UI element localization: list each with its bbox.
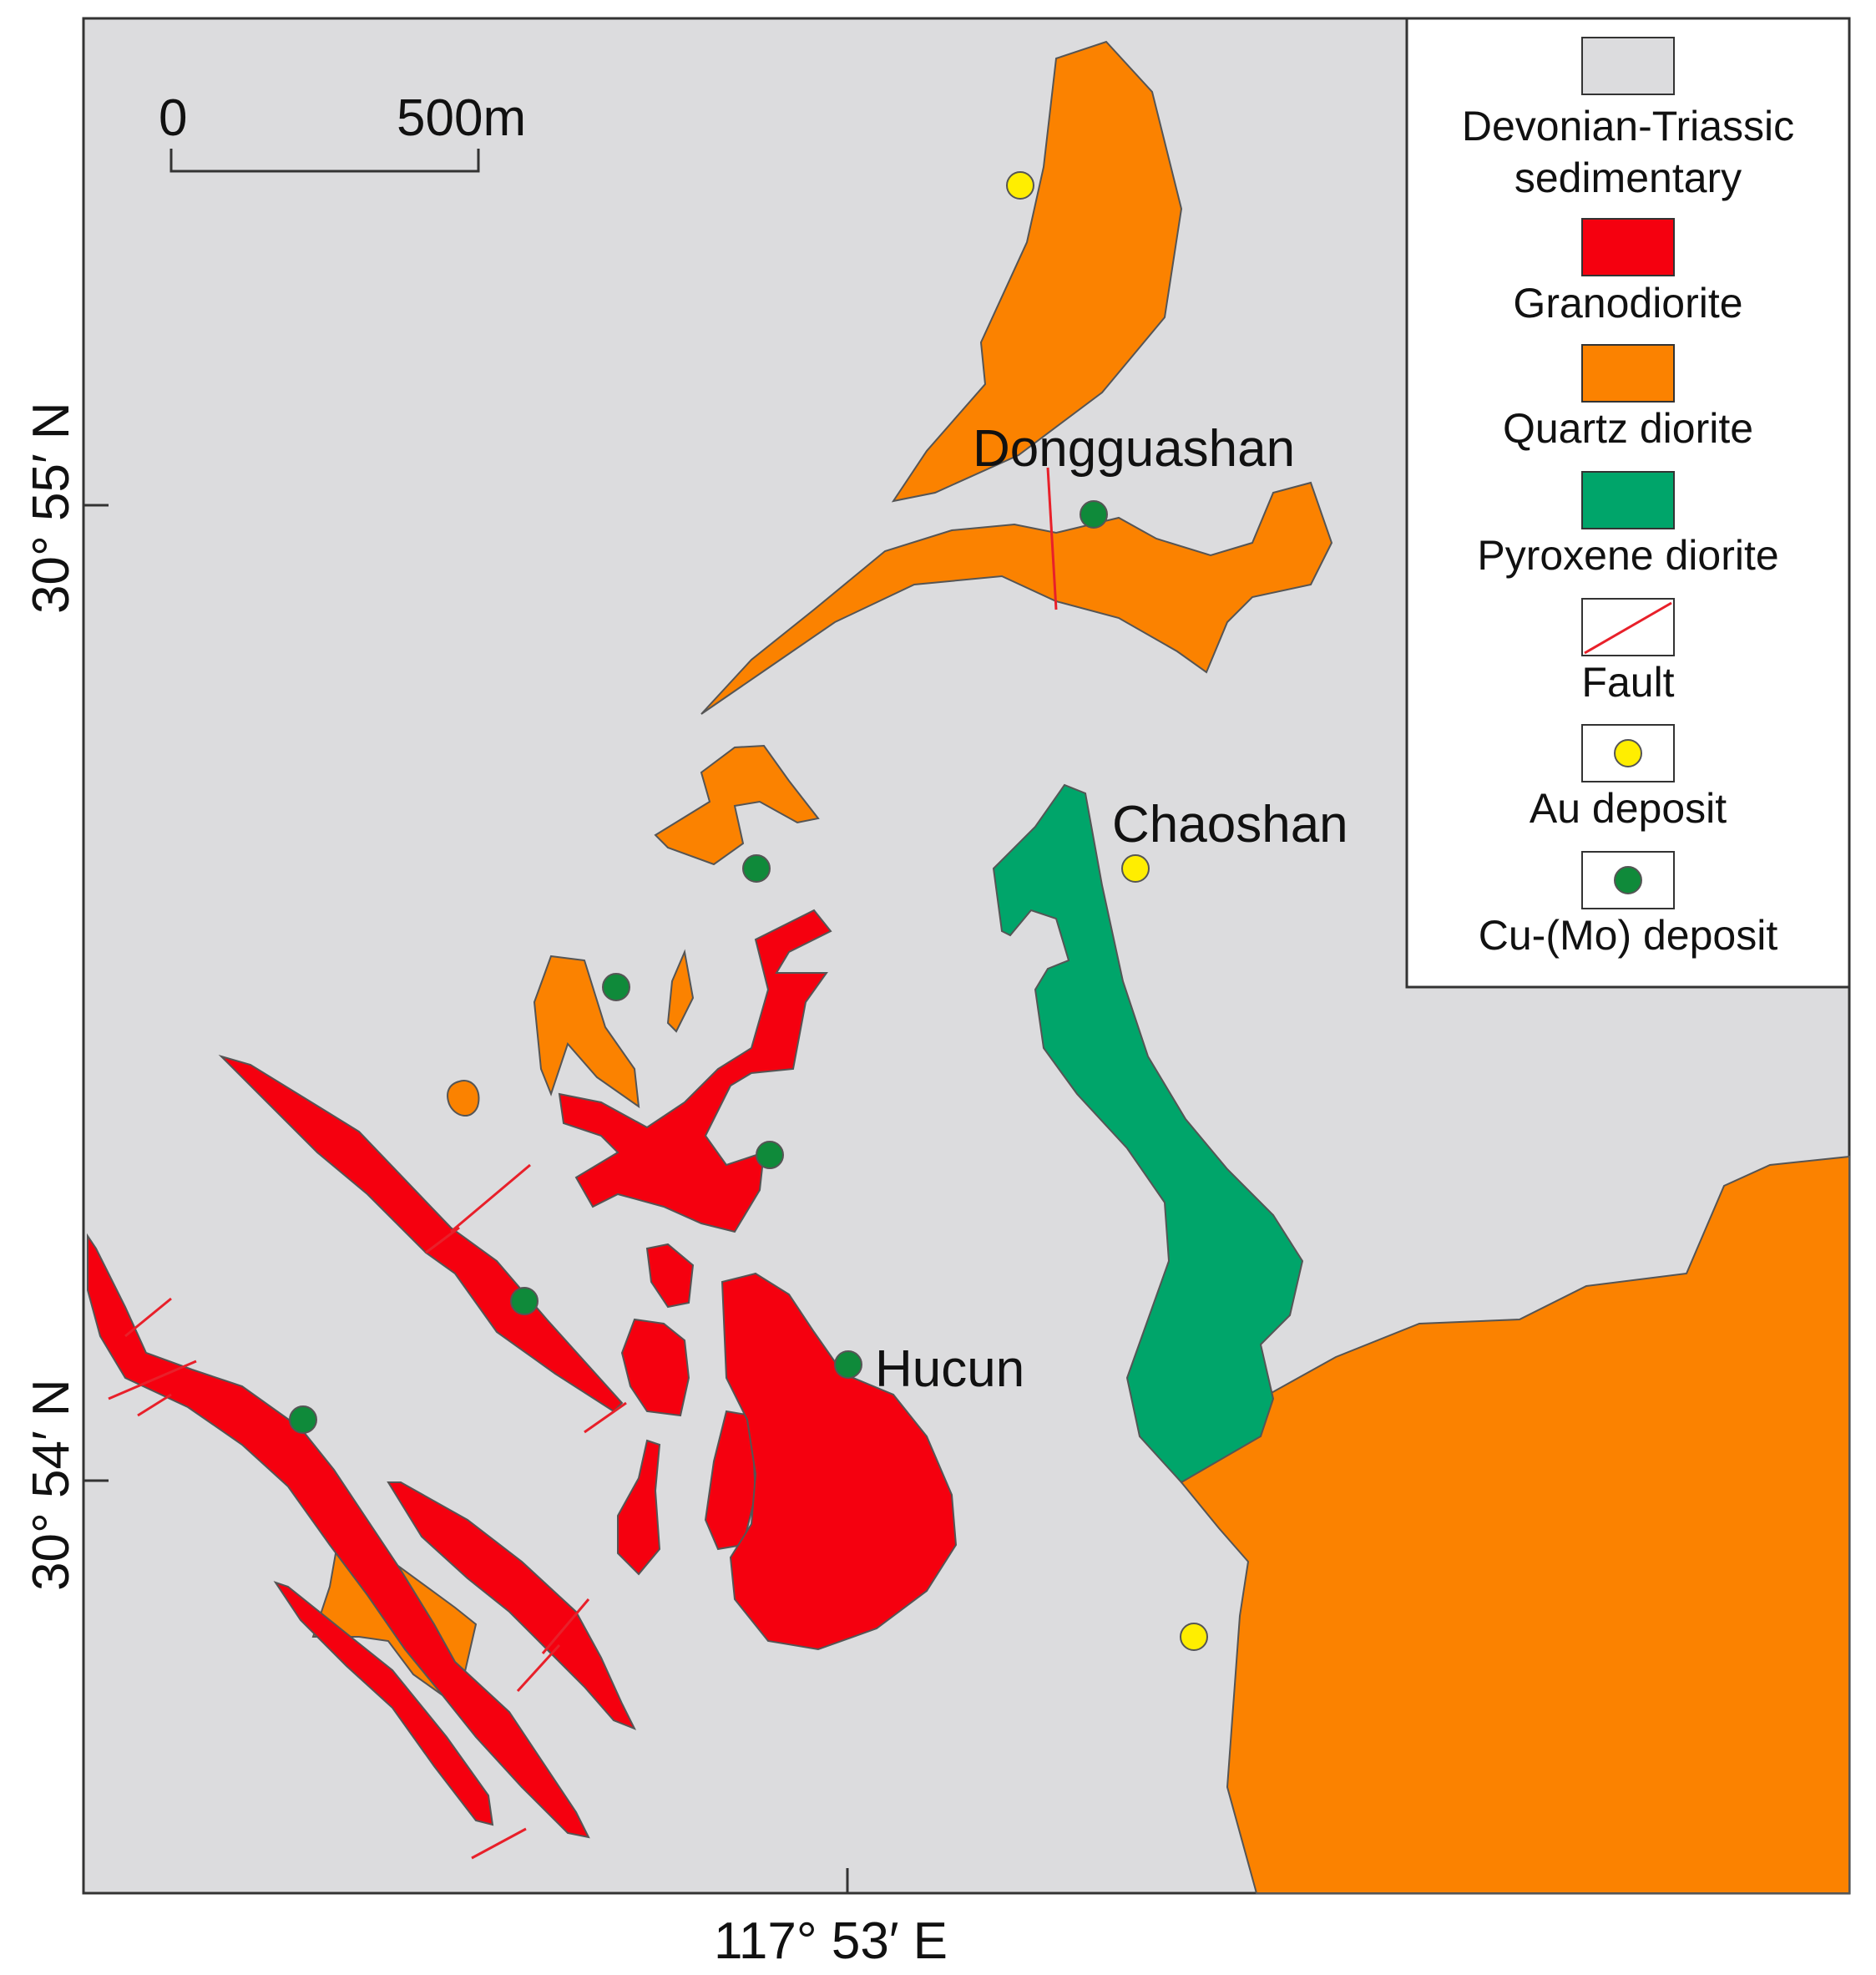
legend-swatch-granodiorite xyxy=(1581,218,1675,276)
cu-mo-deposit-marker xyxy=(289,1405,317,1434)
legend: Devonian-Triassic sedimentary Granodiori… xyxy=(1405,17,1851,989)
faults xyxy=(108,467,1058,1860)
quartz-diorite-central-lens xyxy=(533,955,640,1109)
quartz-diorite-small-lens xyxy=(666,949,695,1033)
fault-cross-2 xyxy=(584,1401,627,1434)
cu-mo-deposit-marker xyxy=(742,854,771,883)
legend-label-sedimentary-2: sedimentary xyxy=(1514,154,1742,201)
cu-mo-deposit-marker xyxy=(834,1350,862,1379)
granodiorite-hucun-stock xyxy=(721,1272,958,1651)
legend-au-deposit-marker xyxy=(1614,739,1642,767)
legend-label-sedimentary-1: Devonian-Triassic xyxy=(1462,103,1794,149)
cu-mo-deposit-marker xyxy=(1080,500,1108,529)
quartz-diorite-southeast xyxy=(1180,1155,1850,1894)
scale-bar-end-label: 500m xyxy=(397,89,526,147)
label-chaoshan: Chaoshan xyxy=(1112,796,1348,853)
graticule-ticks xyxy=(83,504,849,1893)
legend-label-au-deposit: Au deposit xyxy=(1530,785,1727,832)
fault-cross-4b xyxy=(516,1643,561,1693)
fault-cross-1b xyxy=(425,1226,460,1254)
scale-bar-line xyxy=(169,149,480,173)
granodiorite-northern-branch xyxy=(558,909,832,1233)
au-deposit-marker xyxy=(1121,854,1150,883)
legend-label-granodiorite: Granodiorite xyxy=(1513,280,1742,327)
label-dongguashan: Dongguashan xyxy=(973,420,1295,478)
au-deposit-marker xyxy=(1006,171,1034,200)
cu-mo-deposits xyxy=(289,500,1108,1434)
legend-swatch-pyroxene-diorite xyxy=(1581,471,1675,529)
legend-label-cu-mo-deposit: Cu-(Mo) deposit xyxy=(1479,912,1778,959)
quartz-diorite-dot xyxy=(447,1080,480,1117)
granodiorite-small-3 xyxy=(617,1439,661,1576)
fault-cross-1a xyxy=(450,1163,531,1233)
legend-label-pyroxene-diorite: Pyroxene diorite xyxy=(1477,532,1778,579)
legend-label-quartz-diorite: Quartz diorite xyxy=(1503,405,1753,452)
legend-fault-line xyxy=(1584,601,1672,655)
fault-cross-3b xyxy=(108,1360,197,1400)
quartz-diorite-north xyxy=(891,40,1183,503)
latitude-lower-label: 30° 54′ N xyxy=(23,1379,80,1591)
pyroxene-diorite-body xyxy=(992,783,1304,1484)
legend-swatch-sedimentary xyxy=(1581,37,1675,95)
granodiorite-bodies xyxy=(87,909,958,1839)
quartz-diorite-dongguashan xyxy=(700,481,1333,715)
legend-label-fault: Fault xyxy=(1581,659,1674,706)
granodiorite-dike-1 xyxy=(218,1054,624,1413)
scale-bar: 0 500m xyxy=(159,89,526,173)
granodiorite-dike-3 xyxy=(273,1581,494,1826)
quartz-diorite-small-hook xyxy=(654,744,820,866)
scale-bar-start-label: 0 xyxy=(159,89,187,147)
latitude-upper-label: 30° 55′ N xyxy=(23,402,80,614)
fault-cross-5 xyxy=(471,1827,527,1860)
fault-cross-3c xyxy=(137,1393,172,1417)
label-hucun: Hucun xyxy=(875,1340,1024,1398)
longitude-label: 117° 53′ E xyxy=(714,1912,948,1970)
fault-dongguashan xyxy=(1046,467,1058,610)
legend-swatch-quartz-diorite xyxy=(1581,344,1675,403)
granodiorite-dike-2 xyxy=(87,1233,590,1839)
granodiorite-dike-4 xyxy=(387,1481,637,1730)
legend-cu-mo-deposit-marker xyxy=(1614,866,1642,894)
granodiorite-small-1 xyxy=(645,1243,695,1309)
cu-mo-deposit-marker xyxy=(756,1141,784,1169)
au-deposit-marker xyxy=(1180,1623,1208,1651)
cu-mo-deposit-marker xyxy=(602,973,630,1001)
cu-mo-deposit-marker xyxy=(510,1287,539,1315)
fault-cross-4a xyxy=(541,1598,590,1654)
fault-cross-3a xyxy=(124,1297,172,1338)
granodiorite-small-2 xyxy=(620,1318,690,1417)
au-deposits xyxy=(1006,171,1208,1651)
